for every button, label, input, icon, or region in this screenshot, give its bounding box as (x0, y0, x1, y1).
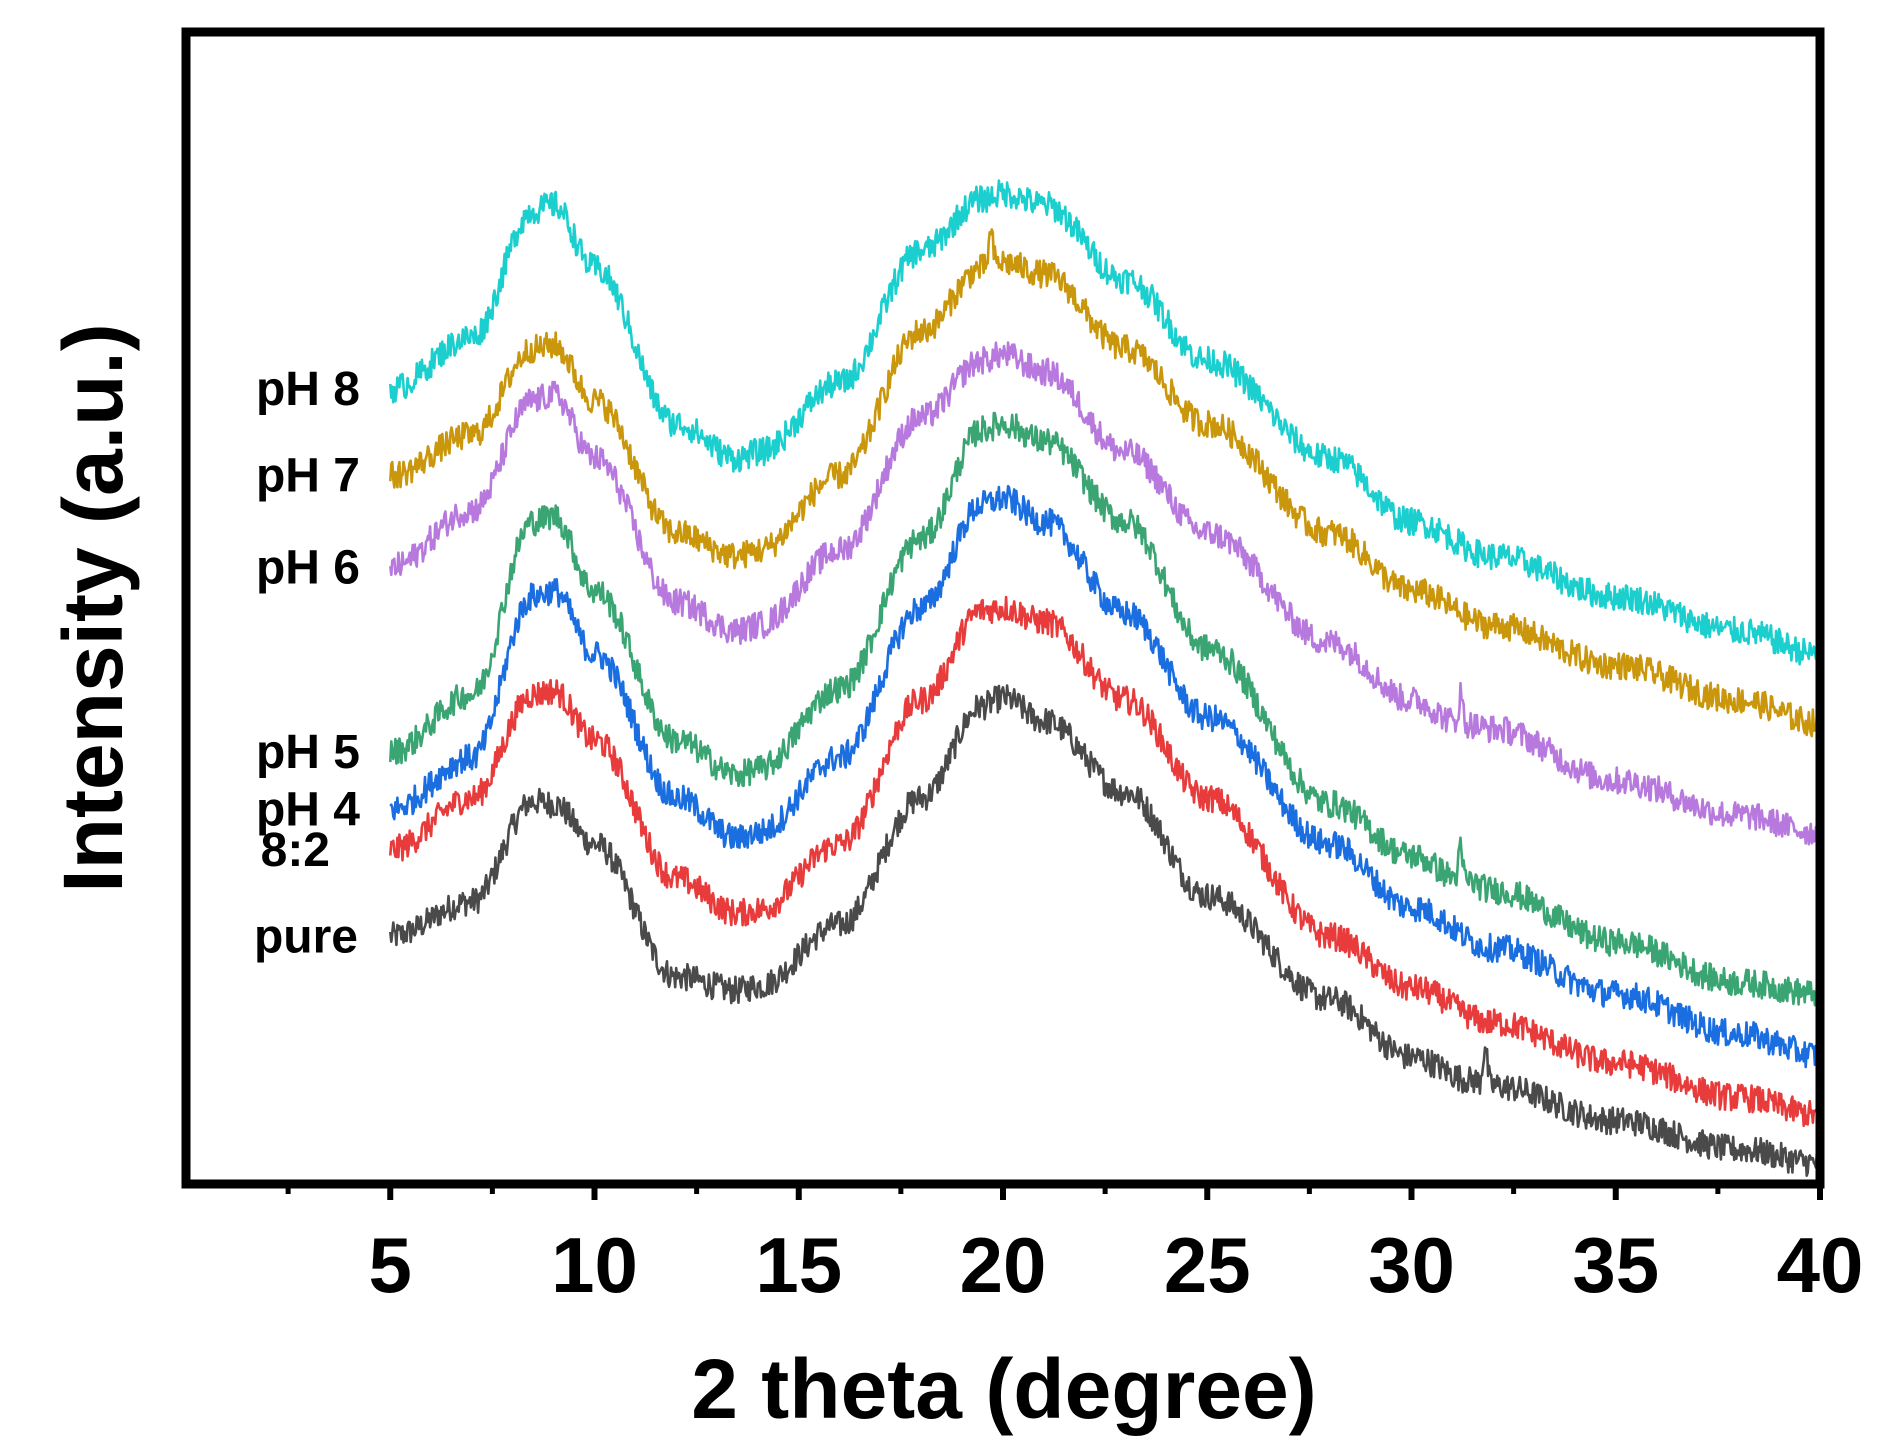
x-tick-label: 40 (1777, 1221, 1864, 1309)
series-label-ph-4: pH 4 (256, 784, 360, 837)
series-label-ph-5: pH 5 (256, 726, 360, 779)
series-line-ph-4 (389, 484, 1822, 1069)
x-tick-label: 15 (755, 1221, 842, 1309)
series-line-pure (389, 684, 1821, 1177)
series-line-8-2 (389, 595, 1822, 1128)
series-labels: pure 8:2pH 4pH 5 pH 6 pH 7 pH 8 (254, 363, 360, 963)
series-label-8-2: 8:2 (261, 824, 330, 877)
x-axis-title: 2 theta (degree) (691, 1342, 1317, 1436)
series-line-ph-8 (389, 179, 1822, 666)
x-axis-tick-labels: 5 10 15 20 25 30 35 40 (369, 1221, 1864, 1309)
x-tick-label: 30 (1368, 1221, 1455, 1309)
series-line-ph-5 (389, 411, 1822, 1007)
y-axis-title: Intensity (a.u.) (46, 323, 140, 892)
x-tick-label: 10 (551, 1221, 638, 1309)
series-traces (389, 179, 1822, 1177)
series-label-ph-7: pH 7 (256, 450, 360, 503)
series-line-ph-6 (389, 341, 1822, 848)
series-line-ph-7 (389, 228, 1822, 738)
series-label-pure: pure (254, 910, 358, 963)
series-label-ph-8: pH 8 (256, 363, 360, 416)
x-tick-label: 35 (1572, 1221, 1659, 1309)
x-axis-ticks (285, 1184, 1823, 1200)
x-tick-label: 5 (369, 1221, 412, 1309)
x-tick-label: 20 (960, 1221, 1047, 1309)
x-tick-label: 25 (1164, 1221, 1251, 1309)
series-label-ph-6: pH 6 (256, 542, 360, 595)
